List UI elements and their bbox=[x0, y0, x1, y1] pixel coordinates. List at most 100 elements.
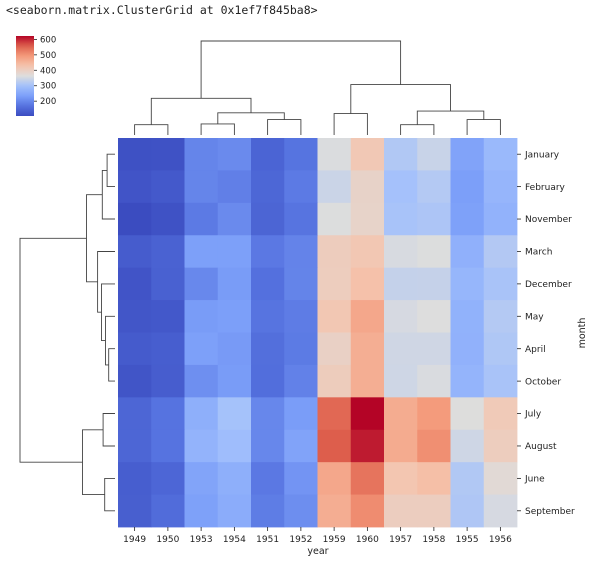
heatmap-cell bbox=[483, 202, 518, 236]
heatmap-cell bbox=[251, 397, 285, 431]
heatmap-cell bbox=[417, 429, 451, 463]
dendrogram-link bbox=[466, 119, 501, 135]
dendrogram-link bbox=[350, 84, 451, 114]
heatmap-cell bbox=[284, 138, 318, 171]
dendrogram-link bbox=[400, 124, 435, 135]
heatmap-cell bbox=[118, 267, 152, 301]
heatmap-cell bbox=[384, 462, 418, 495]
heatmap-cell bbox=[184, 429, 219, 463]
heatmap-cell bbox=[251, 170, 285, 204]
heatmap-cell bbox=[217, 138, 252, 171]
heatmap-cell bbox=[217, 364, 252, 398]
heatmap-cell bbox=[483, 267, 518, 301]
heatmap-cell bbox=[317, 267, 352, 301]
y-tick-label: August bbox=[525, 442, 557, 452]
heatmap-cell bbox=[350, 332, 385, 366]
heatmap-cell bbox=[483, 300, 518, 333]
heatmap-cell bbox=[118, 462, 152, 495]
heatmap-cell bbox=[384, 429, 418, 463]
heatmap-cell bbox=[417, 494, 451, 528]
heatmap-cell bbox=[251, 138, 285, 171]
heatmap-cell bbox=[350, 170, 385, 204]
heatmap-cell bbox=[151, 170, 185, 204]
heatmap-cell bbox=[317, 138, 352, 171]
heatmap-cell bbox=[417, 462, 451, 495]
heatmap-cell bbox=[118, 494, 152, 528]
colorbar-gradient bbox=[16, 36, 34, 116]
heatmap-cell bbox=[151, 364, 185, 398]
heatmap-cell bbox=[417, 364, 451, 398]
heatmap-cell bbox=[350, 462, 385, 495]
dendrogram-link bbox=[106, 153, 115, 188]
heatmap-cell bbox=[251, 494, 285, 528]
row-dendrogram bbox=[19, 153, 115, 512]
heatmap-cell bbox=[483, 462, 518, 495]
heatmap-cell bbox=[450, 332, 485, 366]
heatmap-cell bbox=[317, 170, 352, 204]
heatmap-cell bbox=[450, 138, 485, 171]
heatmap-cell bbox=[251, 332, 285, 366]
y-tick-label: November bbox=[525, 215, 572, 225]
heatmap-cell bbox=[284, 202, 318, 236]
y-tick-label: June bbox=[524, 475, 545, 485]
dendrogram-link bbox=[217, 112, 285, 124]
heatmap-cell bbox=[417, 332, 451, 366]
heatmap-cell bbox=[450, 170, 485, 204]
heatmap-cell bbox=[417, 235, 451, 269]
heatmap-cell bbox=[384, 332, 418, 366]
x-tick-label: 1949 bbox=[123, 535, 146, 545]
heatmap-cell bbox=[217, 300, 252, 333]
x-tick-labels: 1949 1950 1953 1954 1951 1952 1959 1960 1957 1958… bbox=[123, 527, 512, 545]
heatmap-cell bbox=[483, 235, 518, 269]
heatmap-cell bbox=[284, 170, 318, 204]
heatmap-cell bbox=[450, 364, 485, 398]
heatmap-cell bbox=[284, 235, 318, 269]
heatmap-cell bbox=[217, 494, 252, 528]
heatmap-cell bbox=[251, 202, 285, 236]
dendrogram-link bbox=[104, 477, 115, 512]
heatmap-cell bbox=[384, 397, 418, 431]
dendrogram-link bbox=[82, 429, 105, 496]
heatmap-cell bbox=[384, 202, 418, 236]
heatmap-cell bbox=[118, 332, 152, 366]
heatmap-cell bbox=[217, 235, 252, 269]
heatmap-cell bbox=[317, 364, 352, 398]
heatmap-cell bbox=[151, 429, 185, 463]
heatmap-cell bbox=[483, 138, 518, 171]
heatmap-cell bbox=[317, 332, 352, 366]
heatmap-cell bbox=[284, 300, 318, 333]
colorbar-tick-label: 200 bbox=[40, 97, 56, 107]
x-tick-label: 1954 bbox=[223, 535, 246, 545]
heatmap-cell bbox=[284, 267, 318, 301]
x-tick-label: 1959 bbox=[323, 535, 346, 545]
heatmap-cell bbox=[450, 397, 485, 431]
heatmap-cell bbox=[417, 397, 451, 431]
colorbar-tick-label: 400 bbox=[40, 66, 56, 76]
heatmap-cell bbox=[317, 429, 352, 463]
dendrogram-link bbox=[86, 194, 103, 283]
x-tick-label: 1958 bbox=[422, 535, 445, 545]
heatmap-cell bbox=[251, 364, 285, 398]
heatmap-cell bbox=[118, 235, 152, 269]
output-repr-text: <seaborn.matrix.ClusterGrid at 0x1ef7f84… bbox=[6, 3, 318, 17]
heatmap-cell bbox=[450, 235, 485, 269]
y-tick-label: September bbox=[525, 507, 575, 517]
heatmap-cell bbox=[118, 138, 152, 171]
heatmap-cell bbox=[251, 235, 285, 269]
dendrogram-link bbox=[416, 110, 485, 125]
heatmap-cell bbox=[284, 332, 318, 366]
dendrogram-link bbox=[105, 315, 115, 366]
dendrogram-link bbox=[200, 40, 402, 99]
heatmap-cell bbox=[350, 202, 385, 236]
heatmap-cell bbox=[384, 267, 418, 301]
heatmap-cell bbox=[151, 138, 185, 171]
dendrogram-link bbox=[101, 169, 115, 220]
dendrogram-link bbox=[101, 283, 115, 342]
colorbar-tick-label: 300 bbox=[40, 82, 56, 92]
heatmap-cell bbox=[384, 170, 418, 204]
x-tick-label: 1951 bbox=[256, 535, 279, 545]
x-tick-label: 1955 bbox=[456, 535, 479, 545]
x-axis-label: year bbox=[307, 546, 328, 557]
heatmap-cell bbox=[350, 364, 385, 398]
x-tick-label: 1952 bbox=[289, 535, 312, 545]
